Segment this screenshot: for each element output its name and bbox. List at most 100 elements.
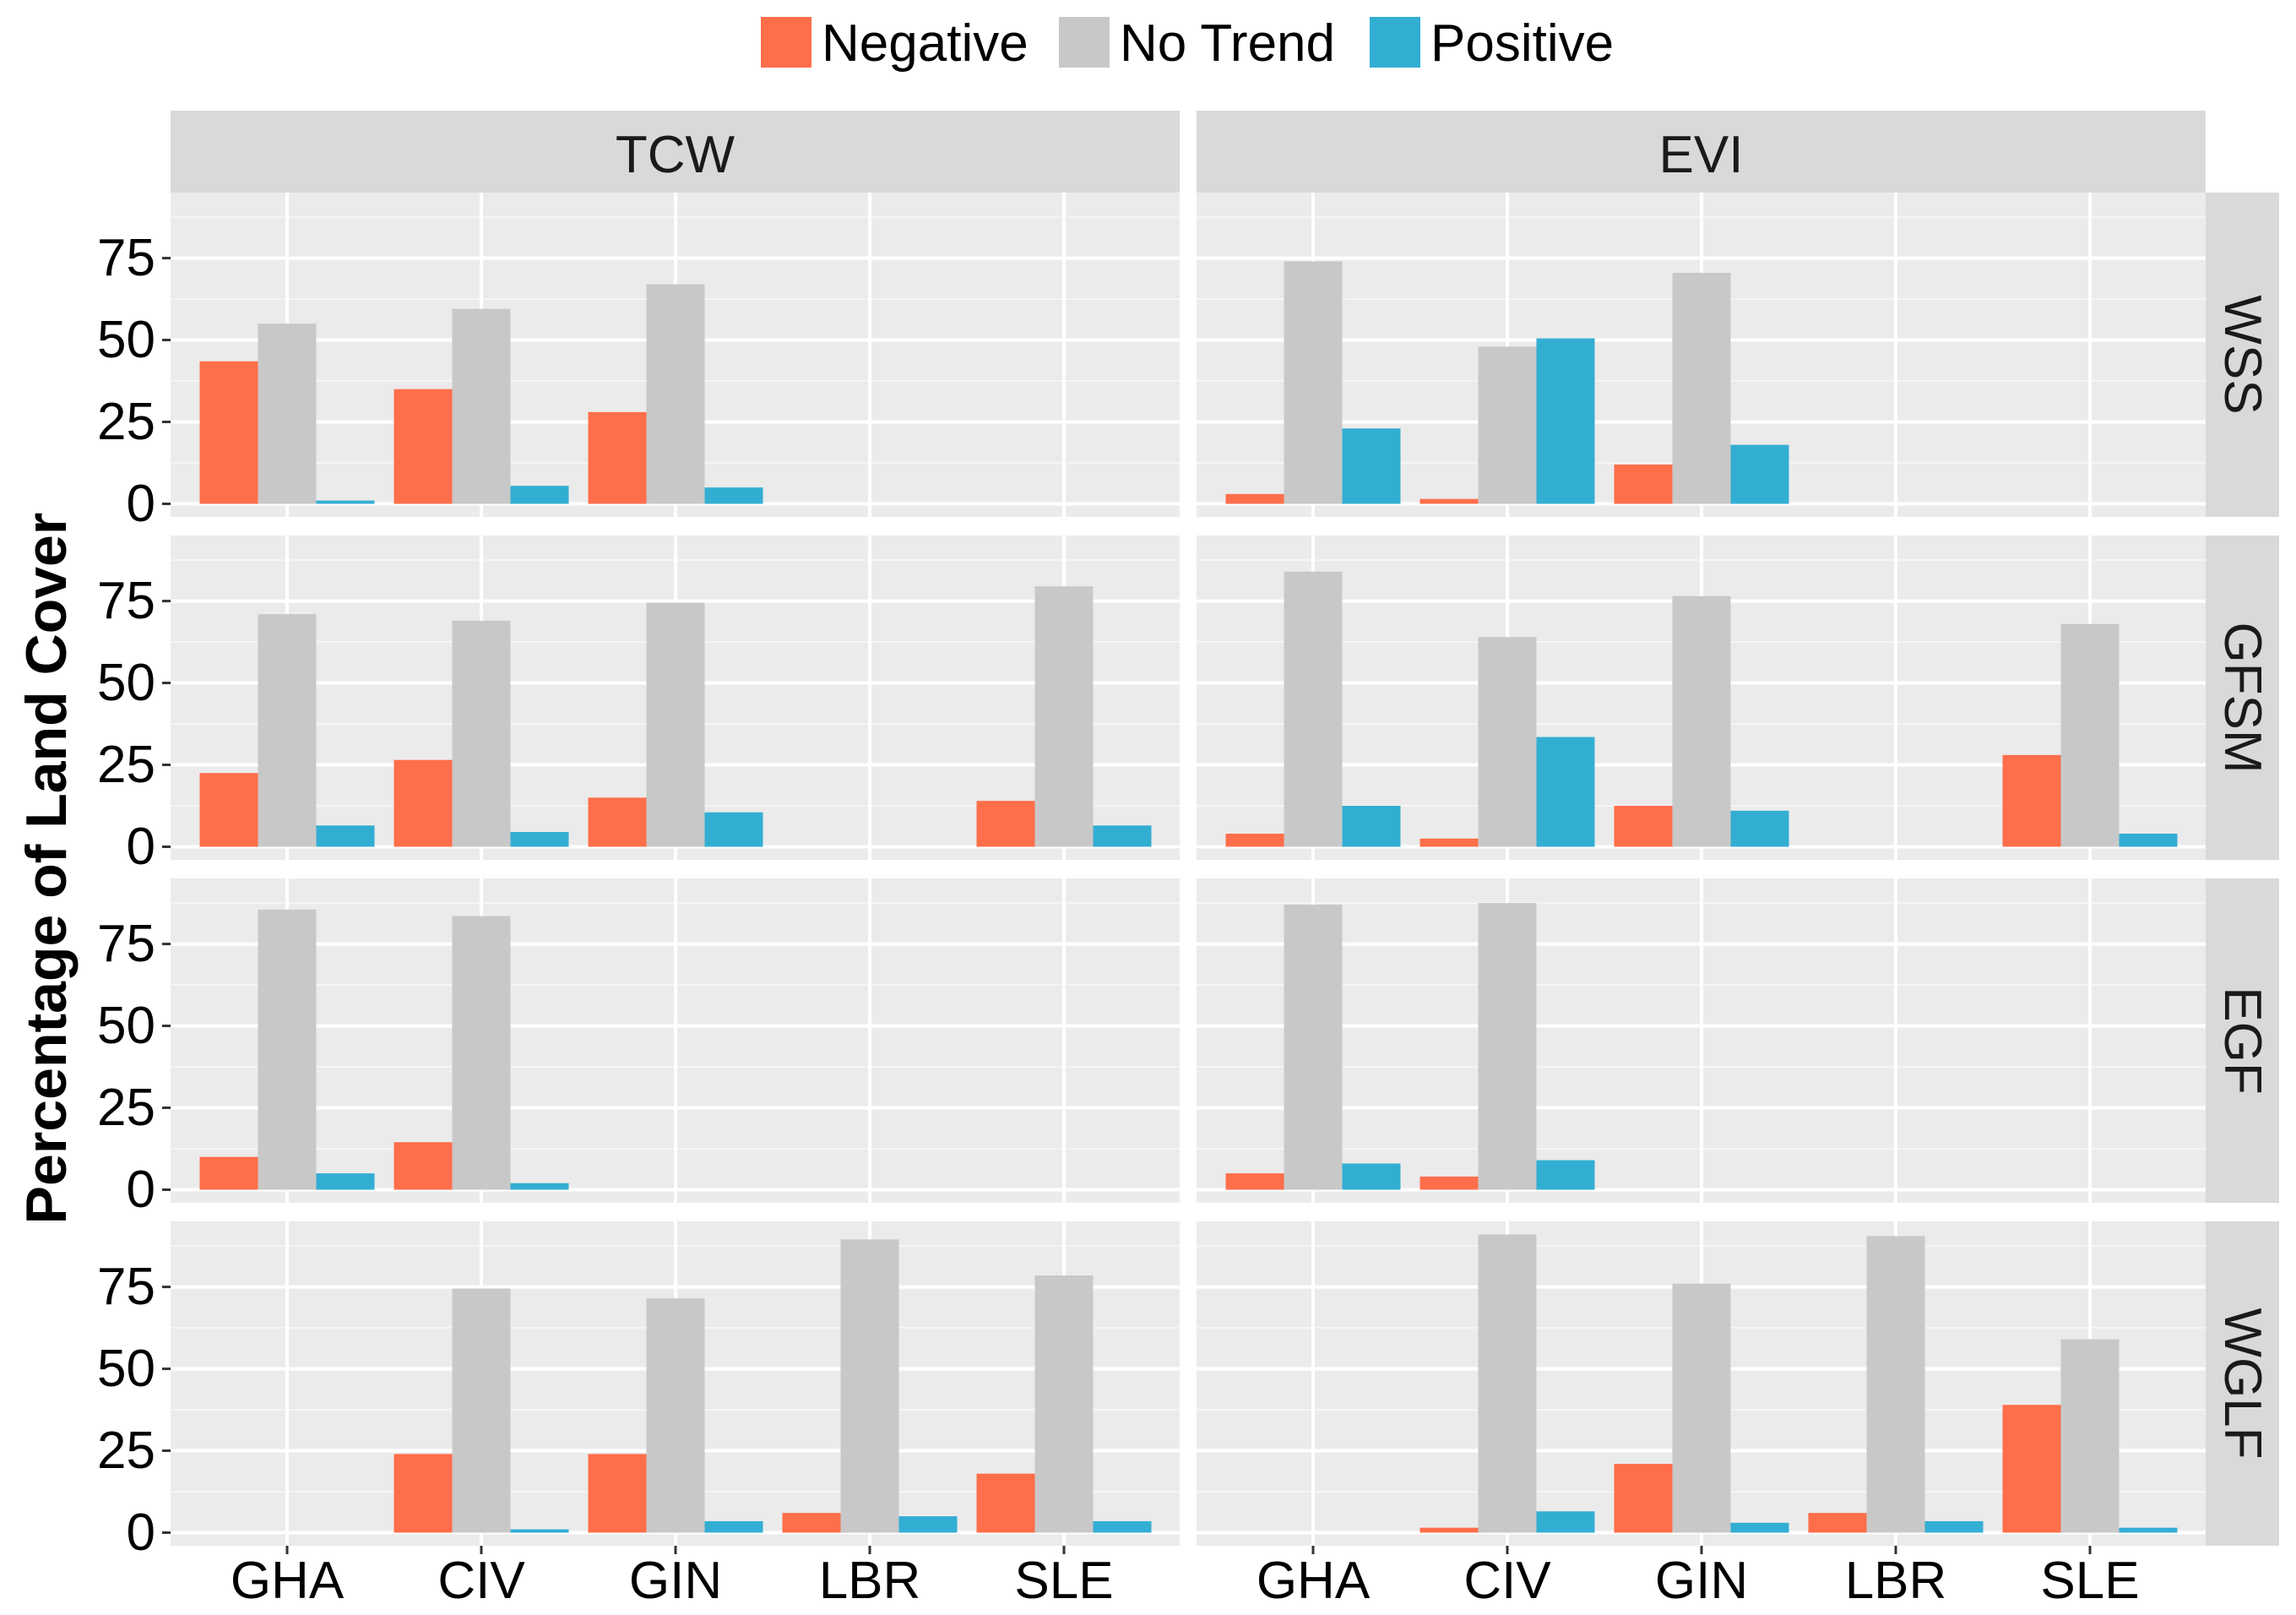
bar-no-trend-lbr	[1866, 1236, 1925, 1533]
bar-no-trend-sle	[1034, 1275, 1094, 1533]
bar-negative-civ	[1419, 1527, 1479, 1533]
bar-positive-lbr	[898, 1516, 958, 1533]
bar-positive-gin	[704, 487, 763, 504]
bar-positive-gin	[1730, 1522, 1789, 1533]
legend-label-no-trend: No Trend	[1120, 14, 1335, 73]
bar-no-trend-gin	[646, 602, 705, 847]
bar-no-trend-civ	[1478, 637, 1537, 847]
bar-negative-gha	[199, 361, 258, 504]
strip-col-label-evi: EVI	[1659, 126, 1744, 184]
strip-row-label-gfsm: GFSM	[2213, 622, 2272, 773]
y-tick-label: 75	[97, 229, 155, 287]
y-tick-label: 0	[127, 1504, 155, 1562]
bar-negative-gha	[199, 1156, 258, 1190]
bar-no-trend-civ	[452, 308, 511, 504]
bar-no-trend-lbr	[840, 1239, 899, 1533]
bar-positive-civ	[1536, 1160, 1595, 1190]
panel-evi-egf	[1197, 878, 2206, 1203]
strip-row-label-egf: EGF	[2213, 987, 2272, 1094]
bar-negative-gha	[1225, 833, 1284, 847]
legend-swatch-negative	[761, 17, 811, 68]
bar-negative-civ	[394, 759, 453, 847]
bar-positive-gha	[316, 1173, 375, 1190]
bar-negative-civ	[394, 1142, 453, 1190]
x-tick-label-sle: SLE	[2040, 1552, 2139, 1610]
panel-tcw-wglf	[171, 1221, 1180, 1546]
bar-no-trend-gin	[1672, 1283, 1731, 1533]
strip-row-label-wss: WSS	[2213, 295, 2272, 414]
bar-negative-sle	[976, 801, 1035, 847]
bar-negative-sle	[2002, 754, 2061, 847]
bar-positive-civ	[1536, 1511, 1595, 1533]
panel-tcw-egf	[171, 878, 1180, 1203]
strip-row-wss	[2206, 193, 2279, 517]
bar-no-trend-gha	[1284, 261, 1343, 504]
bar-negative-gha	[1225, 493, 1284, 504]
y-tick-label: 25	[97, 1079, 155, 1137]
y-tick-label: 75	[97, 915, 155, 973]
bar-no-trend-sle	[2060, 623, 2120, 847]
legend-swatch-positive	[1370, 17, 1420, 68]
bar-no-trend-gin	[1672, 273, 1731, 504]
bar-negative-civ	[1419, 1176, 1479, 1190]
panel-evi-gfsm	[1197, 536, 2206, 860]
bar-negative-gin	[1614, 1464, 1673, 1533]
bar-no-trend-gin	[1672, 595, 1731, 847]
y-tick-label: 50	[97, 997, 155, 1055]
bar-positive-gha	[1342, 1163, 1401, 1190]
panel-tcw-wss	[171, 193, 1180, 517]
bar-negative-lbr	[782, 1513, 841, 1533]
legend-label-negative: Negative	[822, 14, 1029, 73]
axes: 0 25 50 75 0 25 50 75 0 25 50 75 0 25 50 75 GHA CIV GIN LBR…	[14, 229, 2140, 1610]
bar-negative-civ	[1419, 498, 1479, 504]
x-tick-label-civ: CIV	[437, 1552, 525, 1610]
facet-panels: TCW EVI WSS GFSM EGF WGLF	[171, 111, 2279, 1546]
bar-no-trend-sle	[2060, 1339, 2120, 1533]
bar-positive-sle	[1093, 825, 1152, 847]
panel-evi-wglf	[1197, 1221, 2206, 1546]
bar-positive-gin	[704, 1520, 763, 1533]
bar-positive-gha	[316, 825, 375, 847]
bar-negative-gin	[588, 797, 647, 847]
bar-no-trend-sle	[1034, 586, 1094, 847]
bar-positive-civ	[510, 1529, 569, 1533]
panel-evi-wss	[1197, 193, 2206, 517]
bar-positive-gin	[1730, 444, 1789, 504]
bar-positive-gha	[1342, 806, 1401, 847]
bar-no-trend-gin	[646, 1298, 705, 1533]
strip-col-tcw	[171, 111, 1180, 193]
y-tick-label: 75	[97, 1258, 155, 1316]
bar-no-trend-civ	[1478, 1234, 1537, 1533]
bar-positive-gha	[316, 500, 375, 504]
strip-row-label-wglf: WGLF	[2213, 1308, 2272, 1459]
bar-no-trend-civ	[1478, 346, 1537, 504]
bar-positive-gin	[704, 812, 763, 847]
y-tick-label: 50	[97, 1340, 155, 1398]
x-tick-label-gin: GIN	[1655, 1552, 1748, 1610]
strip-col-evi	[1197, 111, 2206, 193]
bar-no-trend-gha	[258, 614, 317, 847]
bar-no-trend-civ	[1478, 903, 1537, 1190]
bar-no-trend-civ	[452, 916, 511, 1190]
strip-row-gfsm	[2206, 536, 2279, 860]
bar-positive-civ	[510, 832, 569, 847]
x-tick-label-sle: SLE	[1014, 1552, 1113, 1610]
y-tick-label: 75	[97, 572, 155, 630]
bar-negative-sle	[976, 1473, 1035, 1533]
x-tick-label-lbr: LBR	[1845, 1552, 1947, 1610]
bar-negative-civ	[394, 1454, 453, 1533]
strip-col-label-tcw: TCW	[616, 126, 735, 184]
bar-negative-gha	[1225, 1173, 1284, 1190]
y-tick-label: 0	[127, 818, 155, 876]
bar-negative-civ	[394, 389, 453, 504]
legend: Negative No Trend Positive	[761, 14, 1614, 73]
bar-negative-civ	[1419, 838, 1479, 847]
y-axis-title: Percentage of Land Cover	[14, 513, 79, 1225]
bar-positive-gin	[1730, 810, 1789, 847]
bar-positive-civ	[510, 486, 569, 504]
bar-no-trend-gha	[258, 324, 317, 504]
bar-negative-sle	[2002, 1405, 2061, 1533]
bar-no-trend-gha	[258, 909, 317, 1190]
